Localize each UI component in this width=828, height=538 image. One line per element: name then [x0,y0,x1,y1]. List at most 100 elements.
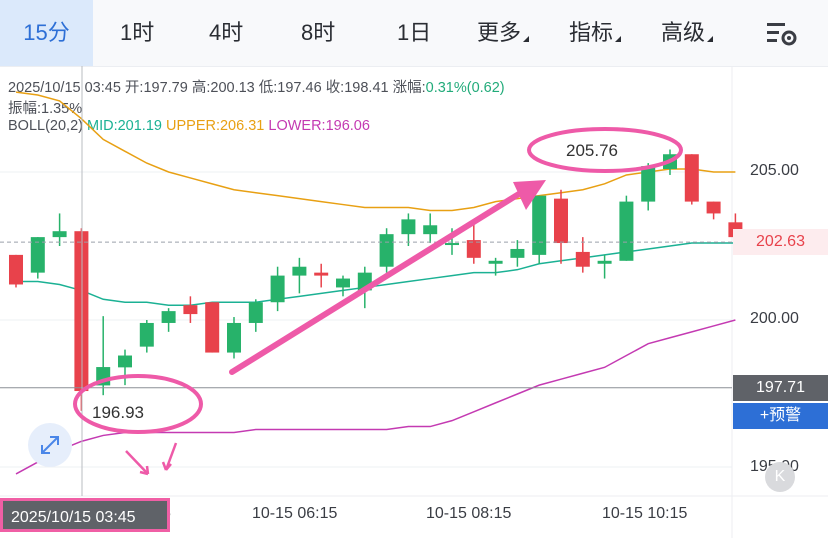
tab-8h[interactable]: 8时 [301,20,336,45]
tab-1d[interactable]: 1日 [397,20,432,45]
candle [488,257,503,276]
tab-indicators-label: 指标 [569,20,614,45]
high-highlight-ellipse [527,127,683,173]
time-axis-label: 10-15 06:15 [252,505,338,522]
low-mark-label: 196.93 [92,403,144,422]
ohlc-info-line: 2025/10/15 03:45 开:197.79 高:200.13 低:197… [8,76,505,97]
candle [510,240,525,267]
candle [597,254,612,279]
dropdown-triangle-icon [615,36,622,42]
candle-body [706,201,721,214]
open-label: 开: [124,80,144,96]
candle-body [336,278,350,288]
tab-advanced-label: 高级 [661,20,706,45]
candle [532,195,547,264]
change-value: 0.31%(0.62) [425,80,505,96]
high-value: 200.13 [210,80,255,96]
candle-body [270,275,285,303]
last-price-tag: 202.63 [733,229,828,255]
boll-lower-value: LOWER:196.06 [268,118,370,134]
timeframe-tabs: 15分 1时 4时 8时 1日 更多 指标 高级 [0,0,828,67]
crosshair-time-tag: 2025/10/15 03:45 [0,498,170,532]
boll-upper-value: UPPER:206.31 [166,118,265,134]
candle [423,213,438,244]
candle [575,237,590,273]
candle [401,213,416,246]
expand-arrows-icon[interactable] [28,423,72,467]
low-label: 低: [258,80,278,96]
tab-more-label: 更多 [477,20,522,45]
candle [379,228,394,273]
candle-body [575,251,590,267]
add-alert-button[interactable]: +预警 [733,403,828,429]
candle-body [205,302,220,353]
candle-body [118,355,132,368]
uptrend-arrow [229,189,525,375]
candle-body [74,231,89,392]
boll-lower-line [15,319,736,475]
candle-body [9,254,23,285]
candle [248,299,263,332]
boll-info-line: BOLL(20,2) MID:201.19 UPPER:206.31 LOWER… [8,118,370,134]
candle-body [183,305,198,315]
candle [161,308,176,332]
chart-settings-icon[interactable] [766,20,798,48]
candle-body [597,260,612,264]
candle-body [488,260,503,264]
candle-body [401,219,416,235]
candle-body [139,322,154,347]
boll-name: BOLL(20,2) [8,118,83,134]
high-mark-label: 205.76 [566,141,618,160]
high-label: 高: [191,80,211,96]
price-axis-label: 200.00 [750,310,799,327]
tab-more[interactable]: 更多 [477,0,530,66]
time-axis-label: 10-15 10:15 [602,505,688,522]
tab-indicators[interactable]: 指标 [569,0,622,66]
candle [30,237,45,279]
candle-body [292,266,307,276]
dropdown-triangle-icon [523,36,530,42]
candle-body [423,225,438,235]
candle-body [466,240,481,258]
candle-body [684,154,699,202]
k-logo-icon[interactable]: K [765,462,795,492]
close-value: 198.41 [344,80,389,96]
tab-advanced[interactable]: 高级 [661,0,714,66]
candle [314,263,329,288]
candle-body [248,302,263,323]
dropdown-triangle-icon [707,36,714,42]
candle [74,228,89,411]
candle-body [641,166,656,202]
candle-body [445,243,459,246]
open-value: 197.79 [143,80,188,96]
crosshair-price-tag: 197.71 [733,375,828,401]
tab-4h[interactable]: 4时 [209,20,244,45]
price-axis-label: 205.00 [750,162,799,179]
annotation-layer [73,127,683,476]
uptrend-arrowhead [513,180,546,210]
candle [336,275,350,297]
candle-body [510,248,525,258]
candle-body [227,322,241,353]
tab-1h[interactable]: 1时 [120,20,155,45]
candle-body [619,201,634,261]
boll-upper-line [15,91,736,212]
candle [52,213,67,246]
candle-body [161,311,176,323]
change-label: 涨幅: [392,80,426,96]
candle [619,195,634,261]
close-label: 收: [325,80,345,96]
candle [139,320,154,353]
hint-arrowhead-1 [139,465,150,476]
hint-arrow-2 [164,442,178,471]
candle [118,349,132,386]
candle [205,302,220,353]
candle-body [30,237,45,273]
candle-body [379,234,394,267]
candle [227,317,241,359]
tab-15min[interactable]: 15分 [0,0,93,66]
candle [684,154,699,205]
candle-body [52,231,67,238]
candle [554,189,568,264]
